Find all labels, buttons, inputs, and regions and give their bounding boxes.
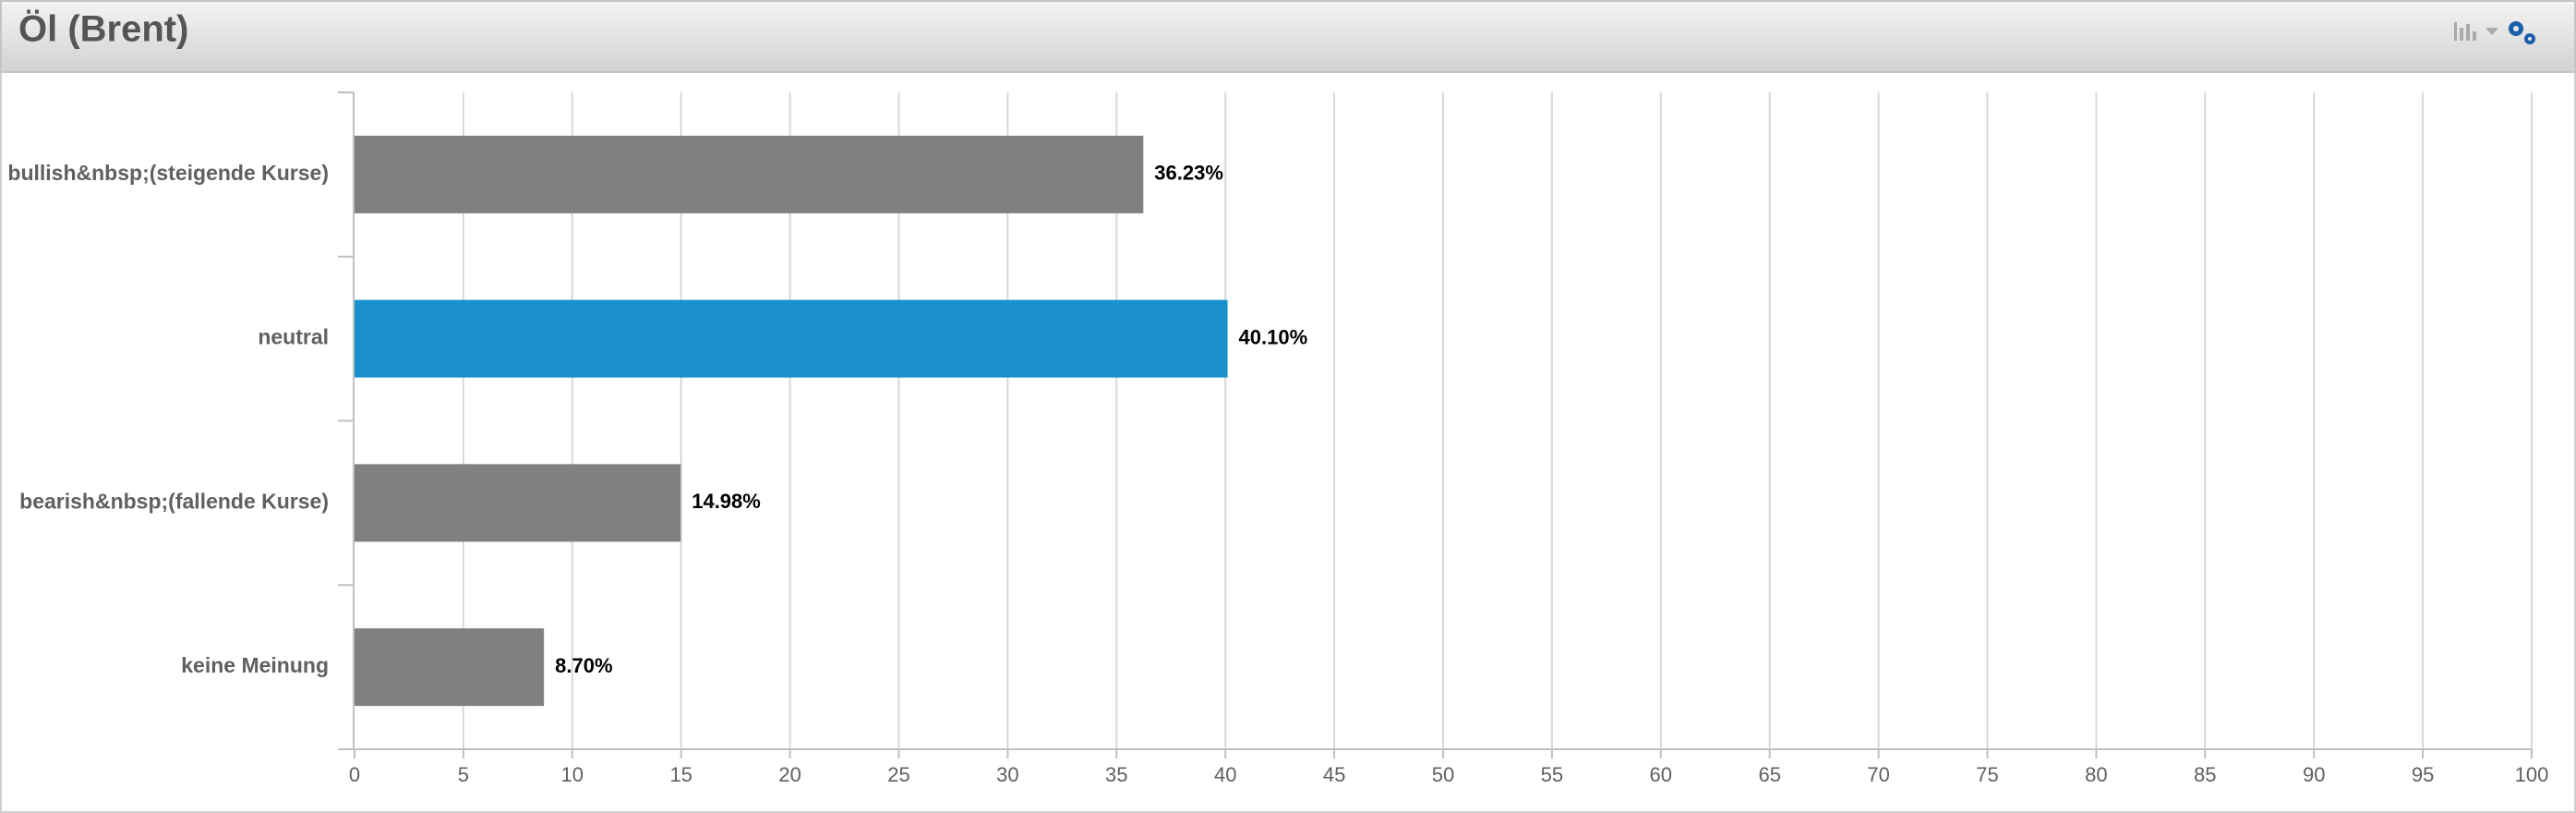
y-tick-label: neutral — [258, 325, 329, 349]
x-tick-label: 55 — [1541, 763, 1563, 786]
x-tick-label: 70 — [1867, 763, 1889, 786]
bar — [355, 299, 1228, 378]
bar — [355, 464, 681, 542]
settings-icon[interactable] — [2509, 21, 2535, 44]
icon-part — [2454, 22, 2457, 41]
x-tick-label: 90 — [2303, 763, 2325, 786]
x-tick-label: 80 — [2085, 763, 2107, 786]
icon-part — [2473, 31, 2476, 41]
x-tick-label: 45 — [1323, 763, 1345, 786]
y-tick-label: bearish&nbsp;(fallende Kurse) — [19, 489, 329, 513]
x-tick-label: 65 — [1758, 763, 1780, 786]
x-tick-label: 95 — [2412, 763, 2434, 786]
data-label: 8.70% — [555, 654, 612, 677]
x-tick-label: 35 — [1105, 763, 1127, 786]
data-label: 14.98% — [692, 490, 761, 513]
icon-part — [2486, 28, 2498, 35]
x-tick-label: 60 — [1650, 763, 1672, 786]
icon-part — [2513, 26, 2519, 31]
icon-part — [2460, 28, 2463, 41]
x-tick-label: 100 — [2515, 763, 2549, 786]
data-label: 40.10% — [1239, 325, 1308, 348]
x-tick-label: 50 — [1432, 763, 1454, 786]
x-tick-label: 25 — [887, 763, 909, 786]
x-tick-label: 0 — [349, 763, 360, 786]
x-tick-label: 75 — [1976, 763, 1998, 786]
x-tick-label: 20 — [778, 763, 800, 786]
x-tick-label: 10 — [561, 763, 584, 786]
x-tick-label: 30 — [996, 763, 1018, 786]
bar — [355, 135, 1144, 213]
chart-title: Öl (Brent) — [18, 8, 188, 50]
bar — [355, 628, 545, 707]
x-tick-label: 40 — [1214, 763, 1236, 786]
y-tick-label: bullish&nbsp;(steigende Kurse) — [7, 161, 329, 185]
chart-type-menu[interactable] — [2454, 22, 2498, 41]
icon-part — [2528, 37, 2532, 41]
x-tick-label: 85 — [2194, 763, 2216, 786]
panel-header — [0, 0, 2576, 73]
x-tick-label: 5 — [458, 763, 469, 786]
data-label: 36.23% — [1154, 162, 1223, 185]
y-tick-label: keine Meinung — [181, 653, 329, 677]
icon-part — [2466, 24, 2470, 41]
x-tick-label: 15 — [669, 763, 692, 786]
plot-area: 0 5 10 15 20 25 30 35 40 45 50 55 60 65 70 75 80 85 90 95 10… — [7, 91, 2549, 786]
